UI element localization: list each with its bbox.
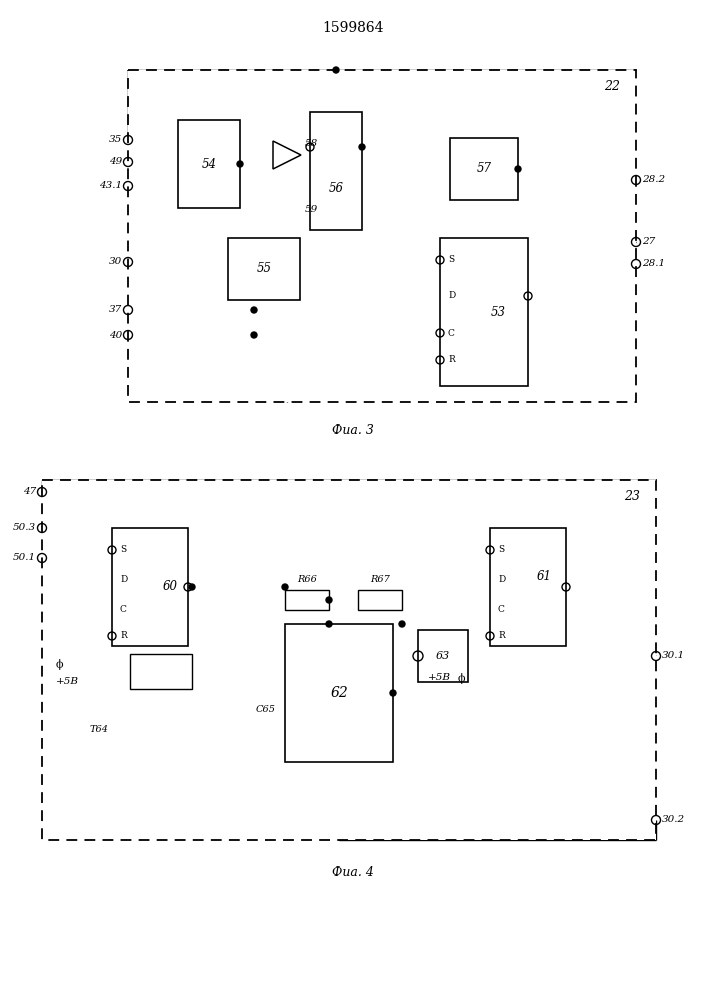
Text: 40: 40 bbox=[109, 330, 122, 340]
Bar bbox=[418, 630, 468, 682]
Circle shape bbox=[326, 597, 332, 603]
Text: R: R bbox=[498, 632, 505, 641]
Circle shape bbox=[399, 621, 405, 627]
Circle shape bbox=[326, 621, 332, 627]
Bar bbox=[358, 590, 402, 610]
Bar bbox=[440, 238, 528, 386]
Text: 49: 49 bbox=[109, 157, 122, 166]
Text: 53: 53 bbox=[491, 306, 506, 318]
Text: S: S bbox=[448, 255, 454, 264]
Circle shape bbox=[333, 67, 339, 73]
Text: 1599864: 1599864 bbox=[322, 21, 384, 35]
Text: Фиа. 3: Фиа. 3 bbox=[332, 424, 374, 436]
Bar bbox=[310, 112, 362, 230]
Text: R67: R67 bbox=[370, 576, 390, 584]
Text: 28.1: 28.1 bbox=[642, 259, 665, 268]
Circle shape bbox=[251, 332, 257, 338]
Text: D: D bbox=[120, 576, 127, 584]
Circle shape bbox=[189, 584, 195, 590]
Text: 35: 35 bbox=[109, 135, 122, 144]
Circle shape bbox=[282, 584, 288, 590]
Text: S: S bbox=[498, 546, 504, 554]
Text: 54: 54 bbox=[201, 157, 216, 170]
Text: ϕ: ϕ bbox=[458, 672, 465, 684]
Text: R: R bbox=[120, 632, 127, 641]
Bar bbox=[128, 70, 636, 402]
Text: 30.2: 30.2 bbox=[662, 816, 685, 824]
Bar bbox=[228, 238, 300, 300]
Text: 37: 37 bbox=[109, 306, 122, 314]
Text: 28.2: 28.2 bbox=[642, 176, 665, 184]
Text: R66: R66 bbox=[297, 576, 317, 584]
Text: +5B: +5B bbox=[56, 678, 79, 686]
Bar bbox=[285, 590, 329, 610]
Text: D: D bbox=[498, 576, 506, 584]
Circle shape bbox=[359, 144, 365, 150]
Text: 60: 60 bbox=[163, 580, 177, 593]
Text: D: D bbox=[448, 292, 455, 300]
Text: 30: 30 bbox=[109, 257, 122, 266]
Bar bbox=[112, 528, 188, 646]
Text: T64: T64 bbox=[90, 726, 109, 734]
Text: 50.3: 50.3 bbox=[13, 524, 36, 532]
Text: C: C bbox=[448, 328, 455, 338]
Bar bbox=[42, 480, 656, 840]
Text: 56: 56 bbox=[329, 182, 344, 195]
Text: 43.1: 43.1 bbox=[99, 182, 122, 190]
Text: 59: 59 bbox=[305, 206, 318, 215]
Text: C65: C65 bbox=[256, 706, 276, 714]
Text: 63: 63 bbox=[436, 651, 450, 661]
Text: S: S bbox=[120, 546, 126, 554]
Bar bbox=[490, 528, 566, 646]
Circle shape bbox=[390, 690, 396, 696]
Text: 47: 47 bbox=[23, 488, 36, 496]
Text: 57: 57 bbox=[477, 162, 491, 176]
Circle shape bbox=[251, 307, 257, 313]
Circle shape bbox=[515, 166, 521, 172]
Text: 55: 55 bbox=[257, 262, 271, 275]
Text: C: C bbox=[498, 605, 505, 614]
Text: 23: 23 bbox=[624, 489, 640, 502]
Text: 30.1: 30.1 bbox=[662, 652, 685, 660]
Text: ϕ: ϕ bbox=[56, 658, 64, 670]
Text: 27: 27 bbox=[642, 237, 655, 246]
Text: 62: 62 bbox=[330, 686, 348, 700]
Text: 22: 22 bbox=[604, 80, 620, 93]
Bar bbox=[178, 120, 240, 208]
Text: +5B: +5B bbox=[428, 674, 451, 682]
Text: 50.1: 50.1 bbox=[13, 554, 36, 562]
Bar bbox=[450, 138, 518, 200]
Text: R: R bbox=[448, 356, 455, 364]
Bar bbox=[130, 654, 192, 689]
Text: Фиа. 4: Фиа. 4 bbox=[332, 865, 374, 879]
Bar bbox=[285, 624, 393, 762]
Text: C: C bbox=[120, 605, 127, 614]
Text: 58: 58 bbox=[305, 138, 318, 147]
Circle shape bbox=[237, 161, 243, 167]
Text: 61: 61 bbox=[537, 570, 551, 584]
